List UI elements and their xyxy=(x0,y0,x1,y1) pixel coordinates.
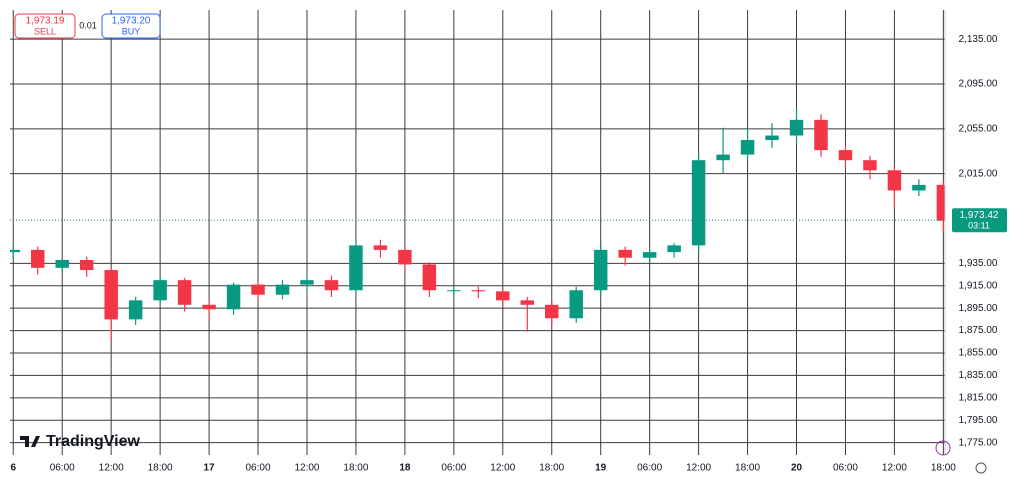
candle-body xyxy=(789,119,804,136)
y-tick-label: 1,815.00 xyxy=(959,392,998,403)
settings-icon[interactable] xyxy=(975,462,987,474)
buy-label: BUY xyxy=(122,26,141,36)
candle-body xyxy=(496,291,510,301)
x-tick-label: 06:00 xyxy=(833,463,858,474)
logo-icon xyxy=(20,436,40,447)
candle-body xyxy=(128,300,143,320)
last-price-box xyxy=(952,208,1007,233)
x-tick-label: 19 xyxy=(595,463,607,474)
candle-body xyxy=(618,249,632,258)
candle-body xyxy=(275,284,290,295)
last-price-label: 1,973.42 xyxy=(960,210,999,221)
x-tick-label: 12:00 xyxy=(490,463,515,474)
candle-body xyxy=(691,160,706,246)
candle-body xyxy=(667,245,681,253)
candle-body xyxy=(814,119,828,151)
x-tick-label: 12:00 xyxy=(294,463,319,474)
x-tick-label: 12:00 xyxy=(99,463,124,474)
y-tick-label: 2,095.00 xyxy=(959,79,998,90)
x-tick-label: 18:00 xyxy=(539,463,564,474)
candle-body xyxy=(471,290,486,292)
candle-body xyxy=(300,280,314,285)
x-tick-label: 06:00 xyxy=(246,463,271,474)
y-tick-label: 2,055.00 xyxy=(959,123,998,134)
candle-body xyxy=(79,259,94,271)
candle-body xyxy=(642,252,657,258)
x-tick-label: 18:00 xyxy=(735,463,760,474)
assistant-icon[interactable] xyxy=(935,440,951,456)
x-tick-label: 12:00 xyxy=(882,463,907,474)
branding: TradingView xyxy=(46,433,141,450)
buy-price: 1,973.20 xyxy=(112,16,151,27)
candle-body xyxy=(593,249,608,291)
candle-body xyxy=(887,170,902,191)
candle-body xyxy=(863,160,877,171)
x-tick-label: 20 xyxy=(791,463,803,474)
candle-body xyxy=(202,304,216,310)
x-tick-label: 18:00 xyxy=(343,463,368,474)
candle-body xyxy=(838,150,853,161)
x-tick-label: 6 xyxy=(10,463,16,474)
candle-body xyxy=(177,280,192,305)
candle-body xyxy=(422,264,437,291)
buy-button[interactable] xyxy=(101,13,161,39)
candle-body xyxy=(912,184,926,191)
candle-body xyxy=(569,290,583,319)
y-tick-label: 2,015.00 xyxy=(959,168,998,179)
sell-price: 1,973.19 xyxy=(26,16,65,27)
candle-body xyxy=(740,140,755,155)
candle-body xyxy=(447,290,461,292)
y-tick-label: 1,875.00 xyxy=(959,325,998,336)
candle-body xyxy=(520,300,534,305)
spread: 0.01 xyxy=(79,20,97,30)
y-tick-label: 1,915.00 xyxy=(959,280,998,291)
y-tick-label: 1,775.00 xyxy=(959,437,998,448)
x-tick-label: 18:00 xyxy=(931,463,956,474)
candle-body xyxy=(153,280,167,301)
y-tick-label: 1,855.00 xyxy=(959,348,998,359)
sell-button[interactable] xyxy=(14,13,76,39)
x-tick-label: 06:00 xyxy=(50,463,75,474)
y-tick-label: 2,135.00 xyxy=(959,34,998,45)
countdown: 03:11 xyxy=(968,221,990,231)
candle-body xyxy=(936,184,945,221)
candle-body xyxy=(31,249,45,268)
candle-body xyxy=(398,249,412,265)
y-tick-label: 1,895.00 xyxy=(959,303,998,314)
candle-body xyxy=(251,284,265,295)
x-tick-label: 06:00 xyxy=(441,463,466,474)
candle-body xyxy=(545,304,559,319)
candle-body xyxy=(349,245,363,291)
candle-body xyxy=(104,270,118,320)
x-tick-label: 12:00 xyxy=(686,463,711,474)
candle-body xyxy=(226,284,241,310)
x-tick-label: 18:00 xyxy=(148,463,173,474)
candle-body xyxy=(324,280,339,291)
y-tick-label: 1,935.00 xyxy=(959,258,998,269)
candle-body xyxy=(373,245,388,250)
candle-body xyxy=(716,154,730,161)
x-tick-label: 06:00 xyxy=(637,463,662,474)
x-tick-label: 18 xyxy=(399,463,411,474)
candle-body xyxy=(55,259,69,268)
x-tick-label: 17 xyxy=(204,463,216,474)
y-tick-label: 1,835.00 xyxy=(959,370,998,381)
sell-label: SELL xyxy=(34,26,56,36)
candle-body xyxy=(10,249,20,253)
candle-body xyxy=(765,135,779,141)
y-tick-label: 1,795.00 xyxy=(959,415,998,426)
